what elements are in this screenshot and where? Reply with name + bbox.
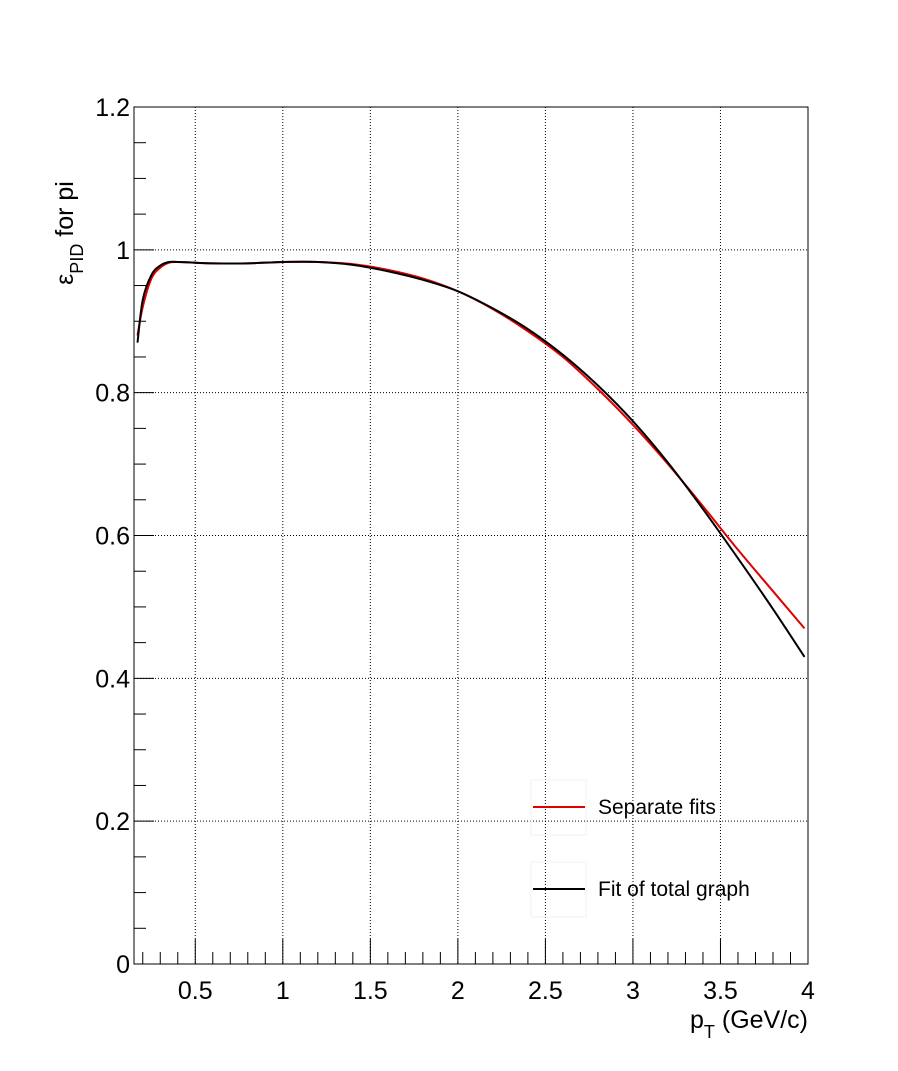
y-axis-label-main: ε — [51, 274, 79, 285]
y-tick-label: 1 — [116, 237, 130, 265]
x-axis-label-sub: T — [704, 1022, 715, 1042]
y-axis-label-tail: for pi — [51, 181, 79, 244]
y-tick-label: 0.2 — [95, 808, 130, 836]
axis-ticks — [134, 106, 809, 965]
y-tick-label: 0.8 — [95, 380, 130, 408]
grid-lines — [134, 107, 808, 964]
x-tick-label: 2.5 — [528, 977, 563, 1005]
y-axis-label: εPID for pi — [51, 181, 87, 285]
y-tick-label: 0.6 — [95, 523, 130, 551]
legend-box-1 — [530, 779, 587, 836]
x-tick-label: 3.5 — [703, 977, 738, 1005]
y-axis-label-sub: PID — [67, 244, 87, 274]
series-line-fit-of-total-graph — [136, 260, 806, 658]
x-tick-label: 4 — [801, 977, 815, 1005]
series-layer — [136, 260, 806, 658]
y-tick-label: 0 — [116, 951, 130, 979]
x-tick-label: 1 — [276, 977, 290, 1005]
plot-frame — [133, 106, 809, 965]
legend-label-2: Fit of total graph — [598, 878, 750, 901]
legend: Separate fits Fit of total graph — [530, 779, 750, 918]
x-tick-label: 2 — [451, 977, 465, 1005]
x-axis-label-main: p — [690, 1006, 704, 1034]
tick-labels: 0.5 1 1.5 2 2.5 3 3.5 4 0 0.2 0.4 0.6 0.8 1 1.2 — [95, 94, 815, 1005]
x-tick-label: 1.5 — [353, 977, 388, 1005]
y-tick-label: 0.4 — [95, 665, 130, 693]
x-axis-label-tail: (GeV/c) — [715, 1006, 808, 1034]
x-tick-label: 0.5 — [178, 977, 213, 1005]
legend-label-1: Separate fits — [598, 796, 716, 819]
legend-box-2 — [530, 861, 587, 918]
x-tick-label: 3 — [626, 977, 640, 1005]
x-axis-label: pT (GeV/c) — [690, 1006, 808, 1042]
y-tick-label: 1.2 — [95, 94, 130, 122]
